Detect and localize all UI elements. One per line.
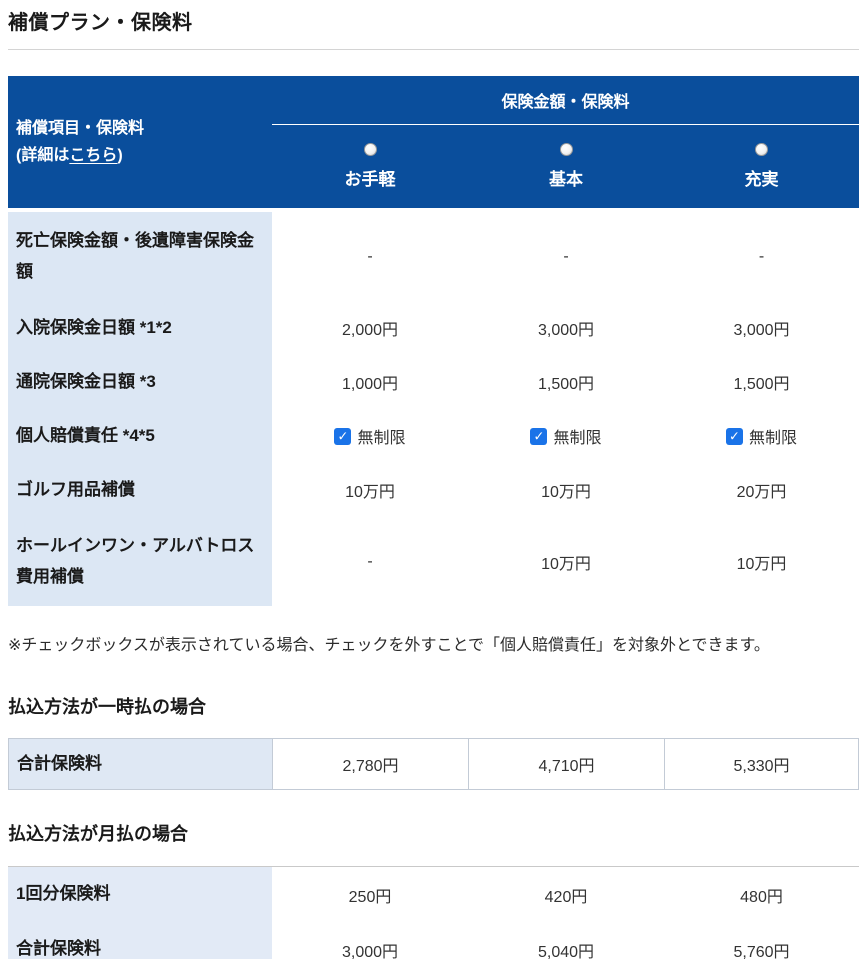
- table-row-outpatient: 通院保険金日額 *3 1,000円 1,500円 1,500円: [8, 355, 859, 409]
- cell-value: 10万円: [468, 463, 664, 517]
- cell-value: 4,710円: [468, 739, 664, 790]
- cell-value: 10万円: [468, 517, 664, 606]
- table-row-golf-equipment: ゴルフ用品補償 10万円 10万円 20万円: [8, 463, 859, 517]
- row-label: 1回分保険料: [8, 867, 272, 923]
- plan-table-body: 死亡保険金額・後遺障害保険金額 - - - 入院保険金日額 *1*2 2,000…: [8, 212, 859, 606]
- table-row-hole-in-one: ホールインワン・アルバトロス費用補償 - 10万円 10万円: [8, 517, 859, 606]
- cell-checkbox: ✓ 無制限: [272, 409, 468, 463]
- plan-comparison-table: 補償項目・保険料 (詳細はこちら) 保険金額・保険料 お手軽 基本: [8, 76, 859, 606]
- plan-column-otegaru: お手軽: [272, 125, 468, 208]
- cell-value: 10万円: [272, 463, 468, 517]
- cell-value: 5,040円: [468, 922, 664, 959]
- details-link[interactable]: こちら: [69, 147, 118, 164]
- checkbox-label: 無制限: [553, 430, 602, 447]
- unlimited-checkbox-otegaru[interactable]: ✓: [334, 427, 352, 445]
- corner-line2-suffix: ): [117, 147, 123, 164]
- cell-value: -: [272, 517, 468, 606]
- cell-value: 20万円: [664, 463, 859, 517]
- table-row-death-benefit: 死亡保険金額・後遺障害保険金額 - - -: [8, 212, 859, 301]
- check-icon: ✓: [729, 428, 740, 443]
- checkbox-note: ※チェックボックスが表示されている場合、チェックを外すことで「個人賠償責任」を対…: [8, 637, 770, 654]
- plan-label-otegaru: お手軽: [344, 170, 396, 189]
- plan-label-kihon: 基本: [549, 170, 583, 189]
- plans-header: 保険金額・保険料 お手軽 基本 充実: [272, 76, 859, 208]
- plan-column-kihon: 基本: [468, 125, 664, 208]
- cell-value: -: [272, 212, 468, 301]
- cell-value: 250円: [272, 867, 468, 923]
- row-label: ホールインワン・アルバトロス費用補償: [8, 517, 272, 606]
- check-icon: ✓: [533, 428, 545, 443]
- corner-header-line2: (詳細はこちら): [16, 142, 264, 169]
- cell-value: 480円: [664, 867, 859, 923]
- table-row-per-payment-premium: 1回分保険料 250円 420円 480円: [8, 867, 859, 923]
- row-label: 個人賠償責任 *4*5: [8, 409, 272, 463]
- plan-table-header: 補償項目・保険料 (詳細はこちら) 保険金額・保険料 お手軽 基本: [8, 76, 859, 208]
- plan-radio-kihon[interactable]: [559, 143, 573, 156]
- cell-value: 2,000円: [272, 301, 468, 355]
- cell-value: -: [468, 212, 664, 301]
- plan-column-juujitsu: 充実: [664, 125, 859, 208]
- cell-value: 3,000円: [272, 922, 468, 959]
- table-row-hospitalization: 入院保険金日額 *1*2 2,000円 3,000円 3,000円: [8, 301, 859, 355]
- cell-value: 420円: [468, 867, 664, 923]
- table-row-personal-liability: 個人賠償責任 *4*5 ✓ 無制限 ✓ 無制限 ✓ 無制: [8, 409, 859, 463]
- cell-value: 1,000円: [272, 355, 468, 409]
- check-icon: ✓: [337, 428, 349, 443]
- lump-sum-heading: 払込方法が一時払の場合: [8, 697, 206, 718]
- row-label: 死亡保険金額・後遺障害保険金額: [8, 212, 272, 301]
- table-row-total-premium-monthly: 合計保険料 3,000円 5,040円 5,760円: [8, 922, 859, 959]
- corner-header-cell: 補償項目・保険料 (詳細はこちら): [8, 76, 272, 208]
- plan-radio-otegaru[interactable]: [363, 143, 377, 156]
- cell-value: 3,000円: [664, 301, 859, 355]
- cell-value: 1,500円: [468, 355, 664, 409]
- lump-sum-table: 合計保険料 2,780円 4,710円 5,330円: [8, 738, 859, 791]
- corner-line2-prefix: (詳細は: [16, 147, 70, 164]
- checkbox-label: 無制限: [357, 430, 406, 447]
- row-label: ゴルフ用品補償: [8, 463, 272, 517]
- cell-value: 5,760円: [664, 922, 859, 959]
- cell-value: 3,000円: [468, 301, 664, 355]
- cell-value: 1,500円: [664, 355, 859, 409]
- plan-radio-juujitsu[interactable]: [755, 143, 768, 156]
- row-label: 通院保険金日額 *3: [8, 355, 272, 409]
- page-title: 補償プラン・保険料: [8, 6, 859, 50]
- monthly-heading: 払込方法が月払の場合: [8, 824, 188, 845]
- monthly-table: 1回分保険料 250円 420円 480円 合計保険料 3,000円 5,040…: [8, 866, 859, 959]
- cell-value: 10万円: [664, 517, 859, 606]
- cell-value: 2,780円: [272, 739, 468, 790]
- table-row-total-premium: 合計保険料 2,780円 4,710円 5,330円: [9, 739, 858, 790]
- row-label: 合計保険料: [9, 739, 272, 790]
- row-label: 合計保険料: [8, 922, 272, 959]
- plan-columns: お手軽 基本 充実: [272, 125, 859, 208]
- plan-label-juujitsu: 充実: [744, 170, 779, 189]
- corner-header-line1: 補償項目・保険料: [16, 119, 145, 137]
- group-header-label: 保険金額・保険料: [272, 76, 859, 125]
- cell-value: 5,330円: [664, 739, 858, 790]
- unlimited-checkbox-kihon[interactable]: ✓: [530, 427, 548, 445]
- checkbox-label: 無制限: [748, 430, 797, 447]
- cell-value: -: [664, 212, 859, 301]
- cell-checkbox: ✓ 無制限: [664, 409, 859, 463]
- cell-checkbox: ✓ 無制限: [468, 409, 664, 463]
- row-label: 入院保険金日額 *1*2: [8, 301, 272, 355]
- unlimited-checkbox-juujitsu[interactable]: ✓: [725, 427, 743, 445]
